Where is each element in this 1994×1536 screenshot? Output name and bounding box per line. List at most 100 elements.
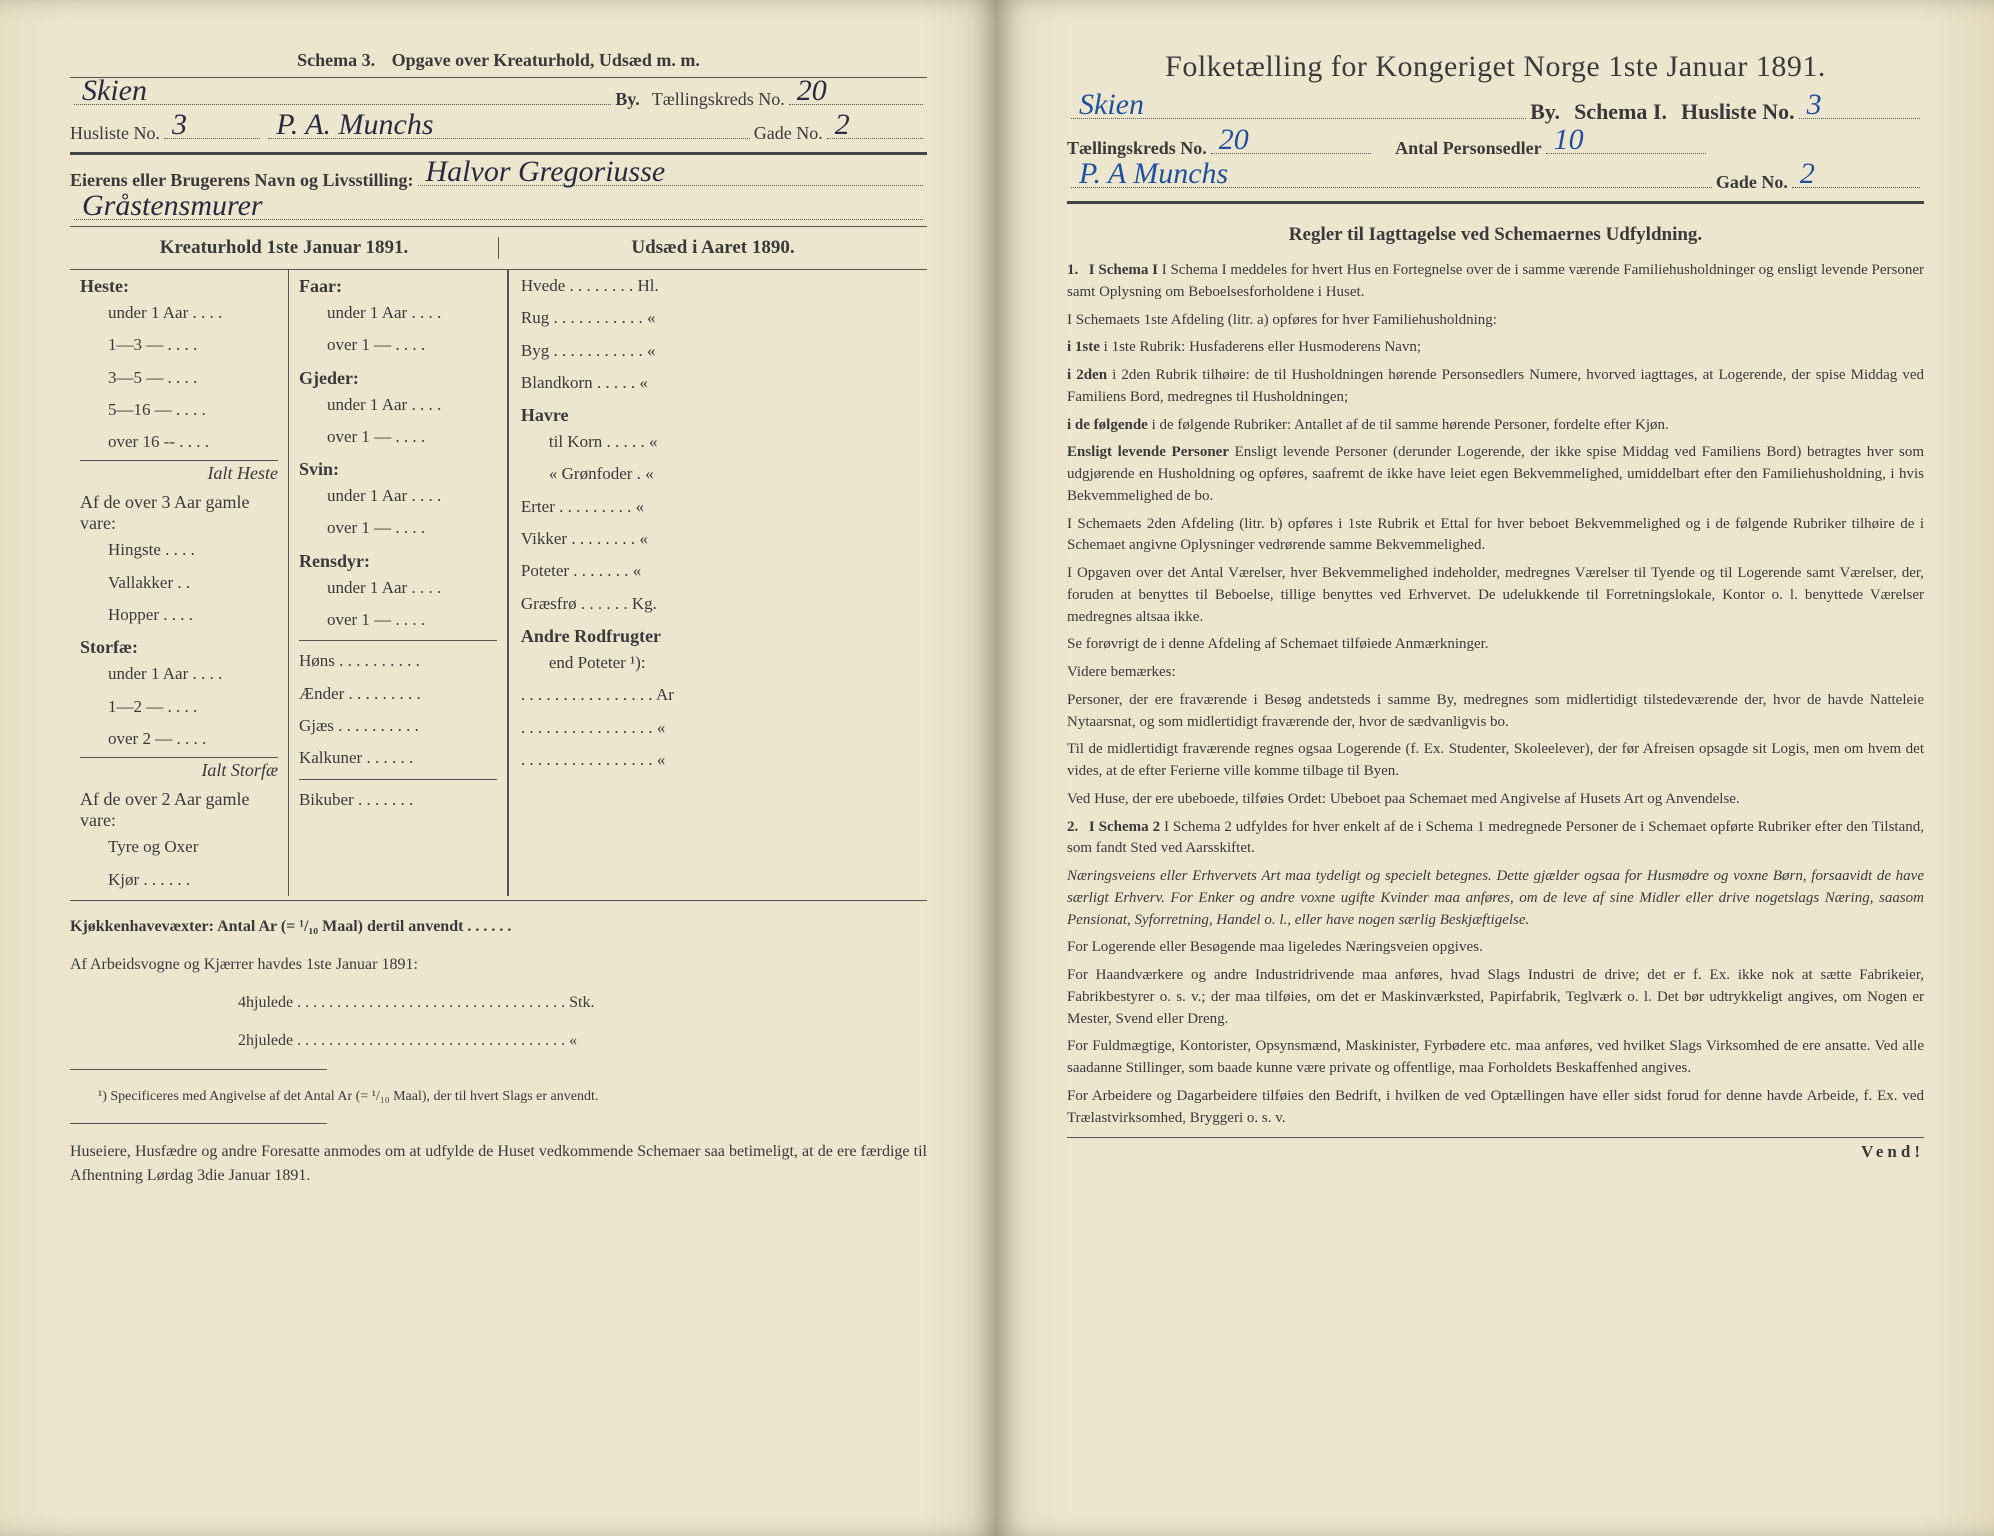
hopper: Hopper . . . . (80, 599, 278, 631)
kreds-hand: 20 (797, 74, 827, 108)
aender: Ænder . . . . . . . . . (299, 678, 497, 710)
left-title: Opgave over Kreaturhold, Udsæd m. m. (392, 50, 700, 70)
svin-head: Svin: (299, 459, 497, 480)
heste-r3: 3—5 — . . . . (80, 362, 278, 394)
by-row: Skien By. Tællingskreds No. 20 (70, 82, 927, 110)
husliste-hand: 3 (172, 108, 187, 142)
kjor: Kjør . . . . . . (80, 864, 278, 896)
p10: Videre bemærkes: (1067, 662, 1924, 684)
storfae-head: Storfæ: (80, 637, 278, 658)
left-page: Schema 3. Opgave over Kreaturhold, Udsæd… (0, 0, 997, 1536)
rensdyr-r1: under 1 Aar . . . . (299, 572, 497, 604)
r-kreds-label: Tællingskreds No. (1067, 138, 1207, 159)
p19: For Arbeidere og Dagarbeidere tilføies d… (1067, 1086, 1924, 1130)
gade-hand: P. A. Munchs (276, 108, 433, 142)
gadeno-hand: 2 (835, 108, 850, 142)
r-gade-hand: P. A Munchs (1079, 157, 1228, 191)
by-hand: Skien (82, 74, 147, 108)
bikuber: Bikuber . . . . . . . (299, 784, 497, 816)
heste-head: Heste: (80, 276, 278, 297)
storfae-r1: under 1 Aar . . . . (80, 658, 278, 690)
svin-r2: over 1 — . . . . (299, 512, 497, 544)
storfae-over2: Af de over 2 Aar gamle vare: (80, 789, 278, 831)
heste-over3: Af de over 3 Aar gamle vare: (80, 492, 278, 534)
r-husliste-label: Husliste No. (1681, 99, 1795, 125)
r-schema-label: Schema I. (1574, 99, 1667, 125)
rug: Rug . . . . . . . . . . . « (521, 302, 915, 334)
rensdyr-head: Rensdyr: (299, 551, 497, 572)
kjokken: Kjøkkenhavevæxter: Antal Ar (= ¹/₁₀ Maal… (70, 915, 927, 939)
p7: I Schemaets 2den Afdeling (litr. b) opfø… (1067, 514, 1924, 558)
hons: Høns . . . . . . . . . . (299, 645, 497, 677)
storfae-r3: over 2 — . . . . (80, 723, 278, 755)
p8: I Opgaven over det Antal Værelser, hver … (1067, 563, 1924, 628)
p13: Ved Huse, der ere ubeboede, tilføies Ord… (1067, 789, 1924, 811)
dots2: . . . . . . . . . . . . . . . . « (521, 744, 915, 776)
col1-head: Kreaturhold 1ste Januar 1891. (70, 237, 498, 259)
closing: Huseiere, Husfædre og andre Foresatte an… (70, 1140, 927, 1188)
hjul4: 4hjulede . . . . . . . . . . . . . . . .… (210, 991, 927, 1015)
p4: i 2den Rubrik tilhøire: de til Husholdni… (1067, 367, 1924, 405)
r-person-hand: 10 (1554, 123, 1584, 157)
r-gade-label: Gade No. (1716, 172, 1788, 193)
by-label: By. (615, 89, 640, 110)
owner-hand2: Gråstensmurer (82, 189, 263, 223)
faar-head: Faar: (299, 276, 497, 297)
p3: i 1ste Rubrik: Husfaderens eller Husmode… (1104, 339, 1421, 355)
p5: i de følgende Rubriker: Antallet af de t… (1152, 417, 1669, 433)
husliste-row: Husliste No. 3 P. A. Munchs Gade No. 2 (70, 116, 927, 144)
hjul2: 2hjulede . . . . . . . . . . . . . . . .… (210, 1029, 927, 1053)
owner-row2: Gråstensmurer (70, 197, 927, 220)
p16: For Logerende eller Besøgende maa ligele… (1067, 937, 1924, 959)
vallakker: Vallakker . . (80, 567, 278, 599)
schema-label: Schema 3. (297, 50, 375, 70)
heste-ialt: Ialt Heste (80, 460, 278, 484)
gronfoder: « Grønfoder . « (521, 458, 915, 490)
endpoteter: end Poteter ¹): (521, 647, 915, 679)
owner-label: Eierens eller Brugerens Navn og Livsstil… (70, 170, 414, 191)
dots1: . . . . . . . . . . . . . . . . « (521, 712, 915, 744)
r-person-label: Antal Personsedler (1395, 138, 1541, 159)
rules-title: Regler til Iagttagelse ved Schemaernes U… (1067, 224, 1924, 246)
faar-r1: under 1 Aar . . . . (299, 297, 497, 329)
rensdyr-r2: over 1 — . . . . (299, 604, 497, 636)
erter: Erter . . . . . . . . . « (521, 491, 915, 523)
owner-hand: Halvor Gregoriusse (426, 155, 666, 189)
havre: Havre (521, 405, 915, 426)
kjokken-text: Kjøkkenhavevæxter: Antal Ar (= ¹/₁₀ Maal… (70, 918, 511, 935)
heste-r5: over 16 -- . . . . (80, 426, 278, 458)
graesfro: Græsfrø . . . . . . Kg. (521, 588, 915, 620)
p15: Næringsveiens eller Erhvervets Art maa t… (1067, 868, 1924, 928)
tilkorn: til Korn . . . . . « (521, 426, 915, 458)
right-title: Folketælling for Kongeriget Norge 1ste J… (1067, 50, 1924, 84)
storfae-ialt: Ialt Storfæ (80, 757, 278, 781)
poteter: Poteter . . . . . . . « (521, 555, 915, 587)
byg: Byg . . . . . . . . . . . « (521, 335, 915, 367)
gjaes: Gjæs . . . . . . . . . . (299, 710, 497, 742)
p17: For Haandværkere og andre Industridriven… (1067, 965, 1924, 1030)
r-husliste-hand: 3 (1807, 88, 1822, 122)
census-book: Schema 3. Opgave over Kreaturhold, Udsæd… (0, 0, 1994, 1536)
kreds-label: Tællingskreds No. (652, 89, 785, 110)
left-title-row: Schema 3. Opgave over Kreaturhold, Udsæd… (70, 50, 927, 71)
faar-r2: over 1 — . . . . (299, 329, 497, 361)
gjeder-r1: under 1 Aar . . . . (299, 389, 497, 421)
r-gade-row: P. A Munchs Gade No. 2 (1067, 165, 1924, 193)
gjeder-head: Gjeder: (299, 368, 497, 389)
p2: I Schemaets 1ste Afdeling (litr. a) opfø… (1067, 310, 1924, 332)
right-page: Folketælling for Kongeriget Norge 1ste J… (997, 0, 1994, 1536)
footnote: ¹) Specificeres med Angivelse af det Ant… (70, 1086, 927, 1107)
vend: Vend! (1067, 1137, 1924, 1162)
tyre: Tyre og Oxer (80, 831, 278, 863)
r-by-hand: Skien (1079, 88, 1144, 122)
r-by-label: By. (1530, 99, 1560, 125)
gade-label: Gade No. (754, 123, 823, 144)
col2-head: Udsæd i Aaret 1890. (498, 237, 927, 259)
heste-r2: 1—3 — . . . . (80, 329, 278, 361)
p9: Se forøvrigt de i denne Afdeling af Sche… (1067, 634, 1924, 656)
kalkuner: Kalkuner . . . . . . (299, 742, 497, 774)
owner-row: Eierens eller Brugerens Navn og Livsstil… (70, 163, 927, 191)
andre: Andre Rodfrugter (521, 626, 915, 647)
storfae-r2: 1—2 — . . . . (80, 691, 278, 723)
data-columns: Heste: under 1 Aar . . . . 1—3 — . . . .… (70, 270, 927, 896)
